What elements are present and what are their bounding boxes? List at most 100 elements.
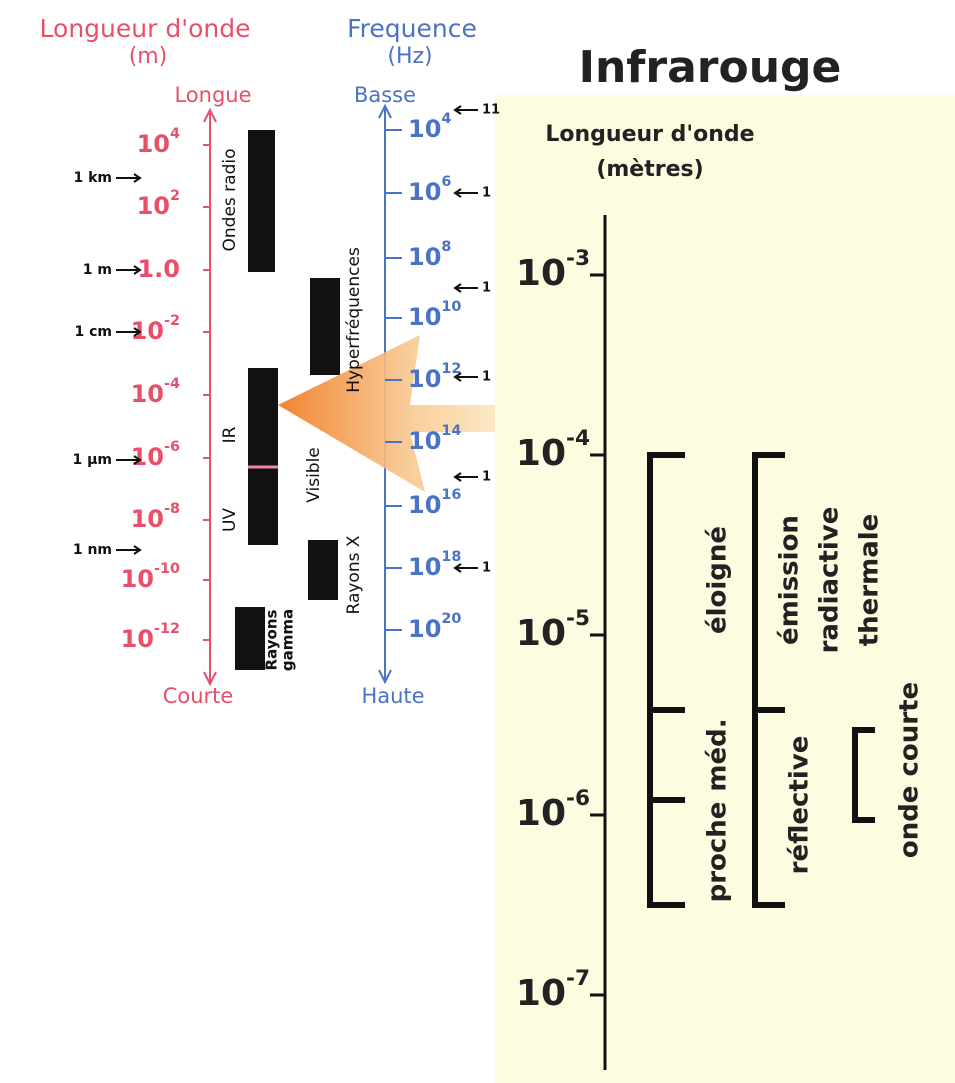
bracket-label: radiactive [815,507,845,654]
bracket-label: onde courte [895,682,925,858]
tick-exp: -7 [566,966,590,991]
cut-label: 1 [482,186,491,201]
reference-label: 1 km [73,170,112,186]
tick-base: 10 [137,192,170,220]
tick-exp: 14 [441,423,461,439]
tick-exp: -6 [164,439,180,455]
tick-base: 1.0 [137,255,180,283]
tick-exp: -3 [566,246,590,271]
cut-arrow [455,373,478,381]
tick-exp: -12 [154,621,180,637]
bracket-label: thermale [855,514,885,647]
tick-exp: 2 [170,188,180,204]
axis-unit: (Hz) [387,44,432,69]
cut-arrow [455,284,478,292]
tick-label: 106 [408,174,451,206]
tick-label: 10-4 [131,376,180,408]
tick-base: 10 [408,491,441,519]
bracket-label: éloigné [703,526,733,634]
reference-label: 1 cm [74,324,112,340]
band-label: Visible [304,447,324,503]
tick-exp: 18 [441,549,461,565]
axis-title: Frequence [347,14,477,43]
tick-base: 10 [121,565,154,593]
cut-arrow [455,106,478,114]
tick-base: 10 [408,115,441,143]
tick-exp: -8 [164,501,180,517]
reference-arrow [116,174,140,182]
band-label: UV [220,508,240,532]
tick-label: 10-10 [121,561,180,593]
tick-label: 104 [408,111,451,143]
tick-exp: 16 [441,487,461,503]
reference-arrow [116,266,140,274]
cut-arrow [455,189,478,197]
cut-label: 1 [482,470,491,485]
tick-base: 10 [408,303,441,331]
reference-arrow [116,456,140,464]
band-label: IR [220,426,240,443]
tick-exp: 6 [441,174,451,190]
tick-base: 10 [516,973,566,1014]
tick-label: 10-2 [131,313,180,345]
tick-base: 10 [131,380,164,408]
bracket-label: proche [703,802,733,903]
tick-exp: 20 [441,611,461,627]
tick-base: 10 [516,793,566,834]
band-label: Ondes radio [220,149,240,252]
tick-exp: 10 [441,299,461,315]
page: Infrarouge Longueur d'onde(m)LongueCourt… [0,0,955,1083]
tick-exp: -2 [164,313,180,329]
bracket-label: réflective [785,736,815,875]
axis-title: Longueur d'onde [40,14,251,43]
tick-label: 10-8 [131,501,180,533]
tick-exp: 4 [170,126,180,142]
tick-label: 104 [137,126,180,158]
tick-label: 1014 [408,423,461,455]
tick-label: 1020 [408,611,461,643]
cut-label: 11 [482,103,500,118]
title: Infrarouge [579,42,842,93]
tick-label: 10-12 [121,621,180,653]
tick-label: 1.0 [137,255,180,283]
axis-unit: (m) [129,44,168,69]
tick-label: 10-6 [131,439,180,471]
tick-base: 10 [121,625,154,653]
tick-exp: 4 [441,111,451,127]
tick-base: 10 [408,178,441,206]
axis-end: Courte [163,684,234,708]
tick-exp: -4 [164,376,180,392]
tick-base: 10 [408,427,441,455]
tick-exp: -6 [566,786,590,811]
tick-label: 102 [137,188,180,220]
bracket-label: méd. [703,718,733,791]
axis-end: Haute [361,684,424,708]
bracket-label: émission [775,515,805,645]
reference-arrow [116,328,140,336]
reference-label: 1 m [83,262,112,278]
tick-base: 10 [408,553,441,581]
cut-arrow [455,564,478,572]
cut-arrow [455,473,478,481]
tick-base: 10 [408,615,441,643]
axis-title: Longueur d'onde [545,122,754,147]
axis-title: (mètres) [596,157,703,182]
band-label: gamma [279,609,297,671]
axis-end: Longue [174,83,251,107]
tick-base: 10 [408,365,441,393]
tick-base: 10 [516,253,566,294]
tick-base: 10 [137,130,170,158]
band-label: Hyperfréquences [344,247,364,393]
reference-label: 1 nm [73,542,112,558]
axis-end: Basse [354,83,416,107]
tick-exp: -4 [566,426,590,451]
cut-label: 1 [482,370,491,385]
band-label: Rayons X [344,535,364,614]
tick-exp: 8 [441,239,451,255]
tick-base: 10 [408,243,441,271]
tick-exp: -5 [566,606,590,631]
cut-label: 1 [482,281,491,296]
reference-arrow [116,546,140,554]
tick-exp: -10 [154,561,180,577]
tick-label: 108 [408,239,451,271]
